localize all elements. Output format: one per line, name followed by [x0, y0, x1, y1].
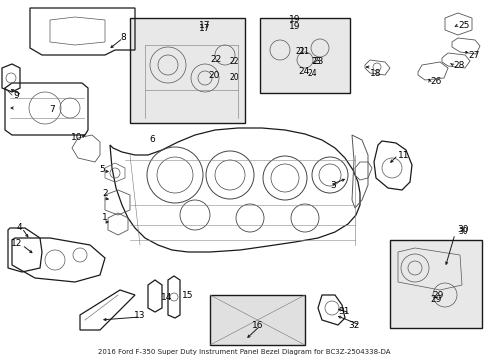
- Bar: [209, 295, 305, 345]
- Text: 24: 24: [307, 68, 317, 77]
- Text: 21: 21: [297, 48, 309, 57]
- Text: 20: 20: [229, 73, 239, 82]
- Text: 12: 12: [11, 238, 22, 248]
- Text: 18: 18: [369, 68, 381, 77]
- Text: 15: 15: [182, 291, 193, 300]
- Text: 17: 17: [199, 22, 210, 31]
- Text: 2016 Ford F-350 Super Duty Instrument Panel Bezel Diagram for BC3Z-2504338-DA: 2016 Ford F-350 Super Duty Instrument Pa…: [98, 349, 390, 355]
- Text: 9: 9: [13, 90, 19, 99]
- Text: 23: 23: [311, 58, 323, 67]
- Text: 10: 10: [70, 132, 82, 141]
- Text: 19: 19: [289, 22, 300, 31]
- Text: 2: 2: [102, 189, 108, 198]
- Bar: [260, 18, 349, 93]
- Text: 20: 20: [208, 71, 220, 80]
- Text: 13: 13: [134, 311, 145, 320]
- Text: 22: 22: [229, 58, 239, 67]
- Text: 11: 11: [397, 150, 408, 159]
- Text: 3: 3: [329, 180, 335, 189]
- Text: 6: 6: [149, 135, 155, 144]
- Text: 30: 30: [456, 225, 468, 234]
- Text: 7: 7: [49, 105, 55, 114]
- Text: 25: 25: [457, 21, 468, 30]
- Text: 30: 30: [457, 228, 467, 237]
- Text: 28: 28: [452, 60, 464, 69]
- Text: 8: 8: [120, 33, 125, 42]
- Text: 31: 31: [338, 307, 349, 316]
- Text: 26: 26: [429, 77, 441, 86]
- Text: 32: 32: [348, 320, 359, 329]
- Text: 23: 23: [311, 58, 321, 67]
- Text: 19: 19: [289, 15, 300, 24]
- Text: 16: 16: [252, 320, 263, 329]
- Bar: [130, 18, 244, 123]
- Bar: [389, 240, 481, 328]
- Text: 14: 14: [161, 293, 172, 302]
- Text: 27: 27: [467, 50, 478, 59]
- Text: 29: 29: [431, 291, 443, 300]
- Text: 4: 4: [16, 224, 22, 233]
- Text: 5: 5: [99, 166, 105, 175]
- Text: 1: 1: [102, 213, 108, 222]
- Text: 24: 24: [297, 68, 308, 77]
- Text: 29: 29: [429, 295, 441, 304]
- Text: 21: 21: [295, 48, 305, 57]
- Text: 22: 22: [210, 55, 222, 64]
- Text: 17: 17: [199, 24, 210, 33]
